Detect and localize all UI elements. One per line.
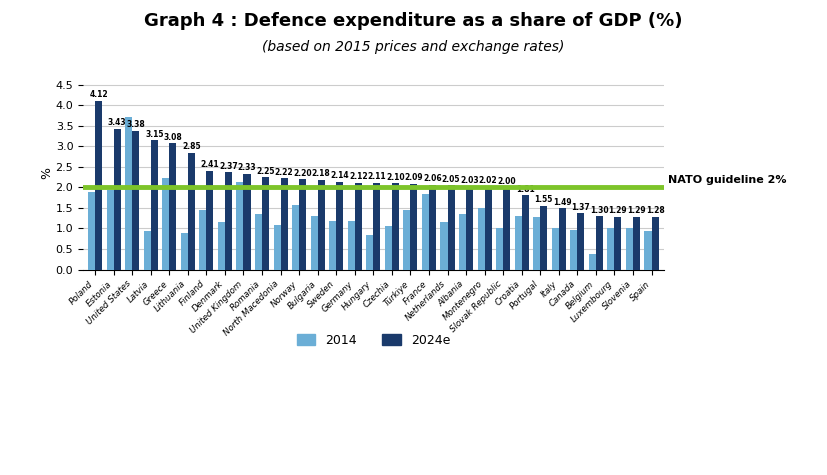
Bar bbox=[559, 209, 566, 269]
Text: 3.15: 3.15 bbox=[145, 130, 164, 139]
Text: 2.37: 2.37 bbox=[219, 162, 238, 171]
Text: 2.85: 2.85 bbox=[182, 142, 201, 151]
Bar bbox=[429, 185, 436, 269]
Bar bbox=[441, 222, 447, 269]
Text: 2.11: 2.11 bbox=[367, 172, 386, 181]
Bar bbox=[132, 131, 139, 269]
Text: 1.30: 1.30 bbox=[590, 206, 609, 215]
Bar bbox=[95, 101, 103, 269]
Bar bbox=[243, 174, 251, 269]
Bar bbox=[614, 217, 621, 269]
Text: 2.10: 2.10 bbox=[386, 173, 404, 182]
Text: 2.02: 2.02 bbox=[479, 176, 497, 185]
Text: 1.29: 1.29 bbox=[609, 206, 627, 215]
Bar bbox=[633, 217, 640, 269]
Bar bbox=[496, 228, 503, 269]
Bar bbox=[404, 210, 410, 269]
Y-axis label: %: % bbox=[40, 167, 53, 179]
Bar bbox=[522, 195, 528, 269]
Bar bbox=[311, 216, 318, 269]
Text: 2.03: 2.03 bbox=[461, 176, 479, 185]
Text: 2.41: 2.41 bbox=[201, 160, 219, 169]
Text: 1.81: 1.81 bbox=[516, 185, 534, 194]
Text: 3.38: 3.38 bbox=[127, 120, 145, 129]
Bar bbox=[466, 186, 473, 269]
Bar bbox=[262, 177, 269, 269]
Bar bbox=[571, 230, 577, 269]
Bar bbox=[299, 179, 306, 269]
Text: 2.12: 2.12 bbox=[349, 172, 368, 181]
Text: 2.22: 2.22 bbox=[275, 168, 294, 177]
Text: 3.08: 3.08 bbox=[164, 133, 182, 142]
Bar bbox=[170, 143, 176, 269]
Text: 1.37: 1.37 bbox=[571, 203, 590, 212]
Bar bbox=[514, 216, 522, 269]
Bar bbox=[144, 231, 151, 269]
Bar bbox=[607, 228, 614, 269]
Bar bbox=[280, 179, 288, 269]
Text: 1.29: 1.29 bbox=[627, 206, 646, 215]
Bar bbox=[181, 233, 188, 269]
Text: (based on 2015 prices and exchange rates): (based on 2015 prices and exchange rates… bbox=[262, 40, 565, 54]
Bar bbox=[347, 221, 355, 269]
Bar bbox=[337, 182, 343, 269]
Bar bbox=[199, 209, 207, 269]
Text: 2.09: 2.09 bbox=[404, 173, 423, 182]
Bar bbox=[366, 235, 373, 269]
Bar bbox=[447, 185, 455, 269]
Bar bbox=[503, 188, 510, 269]
Text: 2.20: 2.20 bbox=[294, 169, 312, 178]
Bar bbox=[225, 172, 232, 269]
Bar bbox=[644, 231, 652, 269]
Text: 2.06: 2.06 bbox=[423, 174, 442, 183]
Bar bbox=[125, 117, 132, 269]
Text: 2.14: 2.14 bbox=[331, 171, 349, 180]
Text: 2.05: 2.05 bbox=[442, 175, 461, 184]
Bar bbox=[485, 187, 491, 269]
Bar bbox=[385, 226, 392, 269]
Bar bbox=[207, 171, 213, 269]
Bar bbox=[237, 182, 243, 269]
Bar bbox=[552, 228, 559, 269]
Bar bbox=[218, 222, 225, 269]
Bar bbox=[540, 206, 547, 269]
Text: Graph 4 : Defence expenditure as a share of GDP (%): Graph 4 : Defence expenditure as a share… bbox=[144, 12, 683, 30]
Bar bbox=[107, 190, 113, 269]
Bar bbox=[626, 228, 633, 269]
Text: 2.00: 2.00 bbox=[497, 177, 516, 186]
Bar bbox=[188, 152, 195, 269]
Bar bbox=[355, 182, 362, 269]
Bar bbox=[113, 129, 121, 269]
Text: 2.25: 2.25 bbox=[256, 167, 275, 176]
Bar bbox=[373, 183, 380, 269]
Bar bbox=[318, 180, 325, 269]
Bar bbox=[162, 179, 170, 269]
Bar bbox=[292, 205, 299, 269]
Bar bbox=[329, 221, 337, 269]
Bar bbox=[477, 208, 485, 269]
Legend: 2014, 2024e: 2014, 2024e bbox=[292, 329, 455, 352]
Bar bbox=[255, 214, 262, 269]
Text: NATO guideline 2%: NATO guideline 2% bbox=[668, 175, 786, 185]
Text: 1.28: 1.28 bbox=[646, 206, 664, 215]
Bar bbox=[596, 216, 603, 269]
Text: 2.18: 2.18 bbox=[312, 170, 331, 179]
Text: 2.33: 2.33 bbox=[237, 163, 256, 172]
Bar bbox=[274, 225, 280, 269]
Text: 1.49: 1.49 bbox=[553, 198, 571, 207]
Bar bbox=[577, 213, 585, 269]
Bar bbox=[422, 194, 429, 269]
Bar bbox=[652, 217, 658, 269]
Text: 4.12: 4.12 bbox=[89, 90, 108, 99]
Bar bbox=[459, 214, 466, 269]
Text: 1.55: 1.55 bbox=[534, 195, 553, 204]
Bar bbox=[589, 254, 596, 269]
Bar bbox=[151, 140, 158, 269]
Bar bbox=[88, 192, 95, 269]
Bar bbox=[410, 184, 418, 269]
Bar bbox=[392, 183, 399, 269]
Bar bbox=[533, 217, 540, 269]
Text: 3.43: 3.43 bbox=[108, 118, 127, 127]
